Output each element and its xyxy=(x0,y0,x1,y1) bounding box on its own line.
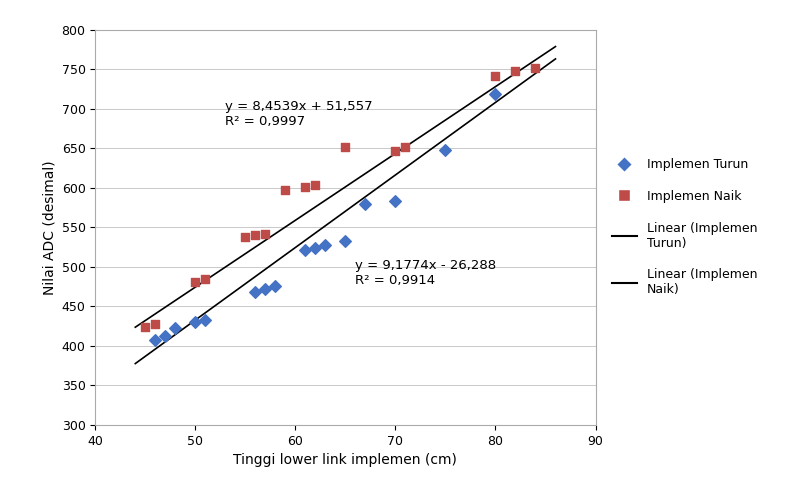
Text: y = 9,1774x - 26,288
R² = 0,9914: y = 9,1774x - 26,288 R² = 0,9914 xyxy=(356,259,496,287)
Point xyxy=(489,72,502,80)
Point xyxy=(239,233,252,241)
Point xyxy=(189,318,202,326)
Point xyxy=(299,246,312,254)
Y-axis label: Nilai ADC (desimal): Nilai ADC (desimal) xyxy=(42,160,56,294)
Point xyxy=(259,230,272,238)
Point xyxy=(359,200,372,207)
Point xyxy=(509,67,522,75)
Legend: Implemen Turun, Implemen Naik, Linear (Implemen
Turun), Linear (Implemen
Naik): Implemen Turun, Implemen Naik, Linear (I… xyxy=(607,153,762,301)
Point xyxy=(249,288,262,296)
Point xyxy=(269,282,282,289)
Point xyxy=(319,242,332,249)
Point xyxy=(309,181,322,189)
Point xyxy=(339,237,352,245)
Point xyxy=(199,276,212,284)
Point xyxy=(439,146,452,154)
Point xyxy=(309,244,322,252)
X-axis label: Tinggi lower link implemen (cm): Tinggi lower link implemen (cm) xyxy=(233,453,457,467)
Point xyxy=(259,285,272,293)
Point xyxy=(149,336,162,344)
Point xyxy=(249,231,262,239)
Text: y = 8,4539x + 51,557
R² = 0,9997: y = 8,4539x + 51,557 R² = 0,9997 xyxy=(225,100,373,128)
Point xyxy=(339,143,352,151)
Point xyxy=(169,325,182,332)
Point xyxy=(299,183,312,191)
Point xyxy=(279,186,291,194)
Point xyxy=(199,316,212,324)
Point xyxy=(189,278,202,286)
Point xyxy=(399,143,412,151)
Point xyxy=(159,331,172,339)
Point xyxy=(389,197,402,205)
Point xyxy=(529,64,542,72)
Point xyxy=(149,321,162,329)
Point xyxy=(489,90,502,98)
Point xyxy=(389,147,402,155)
Point xyxy=(139,323,152,331)
